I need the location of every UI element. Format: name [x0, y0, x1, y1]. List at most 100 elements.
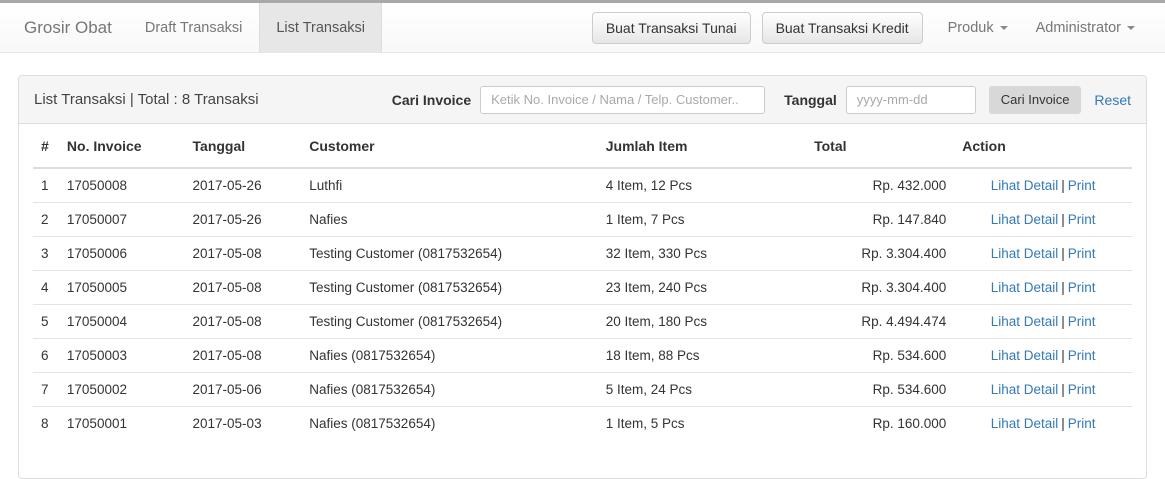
- lihat-detail-link[interactable]: Lihat Detail: [990, 348, 1059, 363]
- column-header-tanggal: Tanggal: [184, 124, 302, 169]
- lihat-detail-link[interactable]: Lihat Detail: [990, 280, 1059, 295]
- action-separator: |: [1061, 348, 1065, 363]
- column-header-customer: Customer: [301, 124, 598, 169]
- cell-customer: Testing Customer (0817532654): [301, 236, 598, 271]
- caret-down-icon: [1127, 25, 1135, 30]
- navbar-left-group: Grosir Obat Draft Transaksi List Transak…: [16, 3, 383, 52]
- cell-action: Lihat Detail | Print: [954, 406, 1132, 440]
- cell-no-invoice: 17050003: [58, 338, 185, 373]
- cell-tanggal: 2017-05-08: [184, 236, 302, 271]
- cell-action: Lihat Detail | Print: [954, 372, 1132, 407]
- table-header-row: # No. Invoice Tanggal Customer Jumlah It…: [33, 124, 1132, 169]
- cell-tanggal: 2017-05-26: [192, 178, 262, 193]
- cell-action: Lihat Detail | Print: [954, 338, 1132, 373]
- cell-tanggal: 2017-05-08: [184, 304, 302, 339]
- caret-down-icon: [999, 25, 1008, 30]
- action-separator: |: [1061, 246, 1065, 261]
- cell-tanggal: 2017-05-06: [184, 372, 302, 407]
- lihat-detail-link[interactable]: Lihat Detail: [990, 212, 1059, 227]
- cell-number: 1: [41, 178, 49, 193]
- transaksi-table: # No. Invoice Tanggal Customer Jumlah It…: [33, 124, 1132, 440]
- filter-form: Cari Invoice Tanggal Cari Invoice Reset: [392, 85, 1131, 114]
- cell-no-invoice: 17050007: [58, 202, 185, 237]
- list-transaksi-panel: List Transaksi | Total : 8 Transaksi Car…: [18, 75, 1147, 479]
- lihat-detail-link[interactable]: Lihat Detail: [990, 382, 1059, 397]
- cell-number: 3: [33, 236, 59, 271]
- lihat-detail-link[interactable]: Lihat Detail: [990, 178, 1059, 193]
- cell-number: 4: [33, 270, 59, 305]
- cell-tanggal: 2017-05-08: [184, 338, 302, 373]
- tanggal-input[interactable]: [845, 85, 976, 114]
- nav-tab-draft-transaksi[interactable]: Draft Transaksi: [144, 19, 243, 36]
- cell-customer: Testing Customer (0817532654): [301, 304, 598, 339]
- lihat-detail-link[interactable]: Lihat Detail: [990, 246, 1059, 261]
- navbar-right-group: Buat Transaksi Tunai Buat Transaksi Kred…: [591, 3, 1149, 52]
- cell-jumlah-item: 5 Item, 24 Pcs: [597, 372, 807, 407]
- nav-dropdown-administrator[interactable]: Administrator: [1022, 20, 1149, 36]
- column-header-total: Total: [806, 124, 955, 169]
- column-header-action: Action: [954, 124, 1132, 169]
- cell-total: Rp. 147.840: [806, 202, 955, 237]
- cell-number: 7: [33, 372, 59, 407]
- main-navbar: Grosir Obat Draft Transaksi List Transak…: [0, 0, 1165, 53]
- reset-link[interactable]: Reset: [1094, 91, 1131, 108]
- print-link[interactable]: Print: [1067, 348, 1096, 363]
- cell-action: Lihat Detail | Print: [954, 202, 1132, 237]
- print-link[interactable]: Print: [1067, 416, 1096, 431]
- cell-tanggal: 2017-05-26: [184, 202, 302, 237]
- table-body: 1 17050008 2017-05-26 Luthfi 4 Item, 12 Pcs R…: [33, 168, 1132, 440]
- panel-title: List Transaksi | Total : 8 Transaksi: [34, 91, 259, 108]
- cell-total: Rp. 3.304.400: [806, 270, 955, 305]
- brand-link[interactable]: Grosir Obat: [24, 17, 112, 37]
- cell-number: 8: [33, 406, 59, 440]
- cell-total: Rp. 3.304.400: [806, 236, 955, 271]
- lihat-detail-link[interactable]: Lihat Detail: [990, 314, 1059, 329]
- print-link[interactable]: Print: [1067, 178, 1096, 193]
- table-row: 4 17050005 2017-05-08 Testing Customer (081…: [33, 270, 1132, 305]
- action-separator: |: [1061, 382, 1065, 397]
- column-header-jumlah-item: Jumlah Item: [597, 124, 807, 169]
- buat-transaksi-tunai-button[interactable]: Buat Transaksi Tunai: [591, 11, 751, 44]
- cell-tanggal: 2017-05-08: [184, 270, 302, 305]
- cell-customer: Luthfi: [309, 178, 343, 193]
- panel-body: # No. Invoice Tanggal Customer Jumlah It…: [19, 124, 1146, 478]
- cell-jumlah-item: 18 Item, 88 Pcs: [597, 338, 807, 373]
- cell-action: Lihat Detail | Print: [954, 236, 1132, 271]
- cell-customer: Nafies (0817532654): [301, 406, 598, 440]
- cell-no-invoice: 17050001: [58, 406, 185, 440]
- print-link[interactable]: Print: [1067, 314, 1096, 329]
- cell-no-invoice: 17050004: [58, 304, 185, 339]
- cell-tanggal: 2017-05-03: [184, 406, 302, 440]
- nav-tab-list-transaksi[interactable]: List Transaksi: [259, 3, 383, 52]
- cell-customer: Nafies (0817532654): [301, 338, 598, 373]
- nav-dropdown-produk-label: Produk: [947, 19, 994, 36]
- cell-no-invoice: 17050006: [58, 236, 185, 271]
- cell-total: Rp. 160.000: [806, 406, 955, 440]
- print-link[interactable]: Print: [1067, 382, 1096, 397]
- print-link[interactable]: Print: [1067, 246, 1096, 261]
- cell-jumlah-item: 4 Item, 12 Pcs: [605, 178, 693, 193]
- table-row: 7 17050002 2017-05-06 Nafies (0817532654) 5 …: [33, 372, 1132, 407]
- cell-number: 6: [33, 338, 59, 373]
- cell-customer: Testing Customer (0817532654): [301, 270, 598, 305]
- action-separator: |: [1061, 280, 1065, 295]
- cell-jumlah-item: 23 Item, 240 Pcs: [597, 270, 807, 305]
- nav-dropdown-produk[interactable]: Produk: [934, 20, 1022, 36]
- cell-total: Rp. 432.000: [872, 178, 947, 193]
- cell-jumlah-item: 1 Item, 7 Pcs: [597, 202, 807, 237]
- table-row: 6 17050003 2017-05-08 Nafies (0817532654) 18…: [33, 338, 1132, 373]
- table-row: 2 17050007 2017-05-26 Nafies 1 Item, 7 Pcs Rp…: [33, 202, 1132, 237]
- lihat-detail-link[interactable]: Lihat Detail: [990, 416, 1059, 431]
- cell-total: Rp. 4.494.474: [806, 304, 955, 339]
- action-separator: |: [1061, 314, 1065, 329]
- cell-no-invoice: 17050002: [58, 372, 185, 407]
- print-link[interactable]: Print: [1067, 212, 1096, 227]
- panel-heading: List Transaksi | Total : 8 Transaksi Car…: [19, 76, 1146, 124]
- cell-number: 2: [33, 202, 59, 237]
- search-invoice-input[interactable]: [480, 85, 766, 114]
- buat-transaksi-kredit-button[interactable]: Buat Transaksi Kredit: [761, 11, 923, 44]
- print-link[interactable]: Print: [1067, 280, 1096, 295]
- cell-number: 5: [33, 304, 59, 339]
- cari-invoice-button[interactable]: Cari Invoice: [988, 85, 1082, 114]
- cell-total: Rp. 534.600: [806, 372, 955, 407]
